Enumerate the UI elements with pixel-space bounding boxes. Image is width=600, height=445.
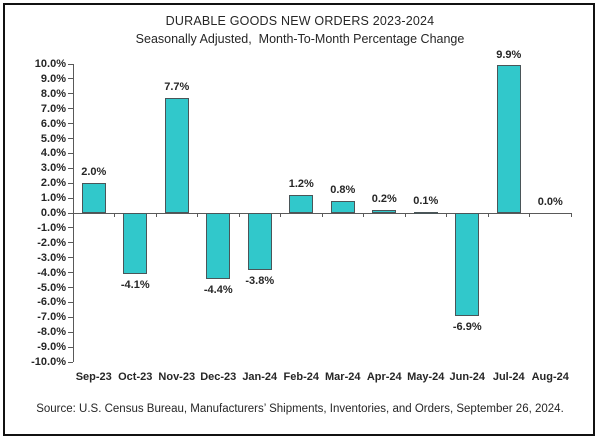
y-axis-tick <box>68 197 73 199</box>
y-axis-tick-label: 9.0% <box>40 72 66 85</box>
y-axis-tick <box>68 361 73 363</box>
x-axis-label: Dec-23 <box>200 371 237 383</box>
x-axis-label: Sep-23 <box>75 371 112 383</box>
y-axis-tick <box>68 257 73 259</box>
y-axis-tick-label: -4.0% <box>37 266 66 279</box>
y-axis-tick-label: -1.0% <box>37 221 66 234</box>
y-axis-tick-label: -10.0% <box>31 356 66 368</box>
y-axis-tick <box>68 331 73 333</box>
x-axis-tick <box>363 213 364 217</box>
y-axis-tick <box>68 272 73 274</box>
bar <box>455 213 480 316</box>
bar-value-label: -4.1% <box>120 279 150 292</box>
bar <box>372 210 397 213</box>
y-axis-tick <box>68 167 73 169</box>
x-axis-tick <box>446 213 447 217</box>
x-axis-label: May-24 <box>407 371 445 383</box>
y-axis-tick <box>68 108 73 110</box>
source-note: Source: U.S. Census Bureau, Manufacturer… <box>36 403 564 415</box>
bar-value-label: 1.2% <box>288 178 314 191</box>
bar <box>123 213 148 275</box>
x-axis-tick <box>280 213 281 217</box>
bar <box>496 65 521 213</box>
bar-value-label: 0.8% <box>330 184 356 197</box>
x-axis-tick <box>155 213 157 217</box>
y-axis-tick-label: 0.0% <box>40 207 66 219</box>
bar <box>330 201 355 213</box>
x-axis-tick <box>321 213 323 217</box>
y-axis-tick <box>68 301 73 303</box>
x-axis-label: Feb-24 <box>283 371 319 383</box>
y-axis-tick-label: 1.0% <box>40 192 66 205</box>
x-axis-tick <box>72 213 74 217</box>
chart-border <box>3 3 595 436</box>
y-axis-tick-label: -5.0% <box>37 281 66 294</box>
x-axis-label: Nov-23 <box>158 371 196 383</box>
y-axis-tick-label: 10.0% <box>34 58 66 70</box>
x-axis-tick <box>570 213 572 217</box>
x-axis-label: Oct-23 <box>118 371 153 383</box>
bar-value-label: -6.9% <box>452 320 482 333</box>
y-axis-tick-label: 8.0% <box>40 87 66 100</box>
bar-value-label: 7.7% <box>164 81 190 94</box>
x-axis-tick <box>238 213 240 217</box>
x-axis-tick <box>487 213 489 217</box>
y-axis-tick-label: -8.0% <box>37 326 66 339</box>
y-axis-tick <box>68 63 73 65</box>
x-axis-label: Mar-24 <box>325 371 361 383</box>
bar <box>247 213 272 270</box>
bar <box>81 183 106 213</box>
bar-value-label: 2.0% <box>81 166 107 179</box>
bar-value-label: 0.2% <box>371 193 397 206</box>
y-axis-tick <box>68 212 73 214</box>
y-axis-tick-label: 5.0% <box>40 132 66 145</box>
y-axis-tick <box>68 182 73 184</box>
x-axis-tick <box>529 213 530 217</box>
x-axis-tick <box>114 213 115 217</box>
bar-value-label: 0.0% <box>537 196 563 208</box>
y-axis-tick <box>68 78 73 80</box>
x-axis-label: Aug-24 <box>531 371 569 383</box>
bar <box>289 195 314 213</box>
y-axis-tick-label: -3.0% <box>37 251 66 264</box>
plot-area: 10.0% 9.0% 8.0% 7.0% 6.0% 5.0% 4.0% 3.0% 2.0% 1.0… <box>31 49 572 383</box>
y-axis-tick <box>68 242 73 244</box>
y-axis-tick-label: 7.0% <box>40 102 66 115</box>
y-axis-tick-label: 2.0% <box>40 177 66 190</box>
bar-value-label: 9.9% <box>496 48 522 61</box>
y-axis-tick <box>68 346 73 348</box>
bar-value-label: 0.1% <box>413 194 439 207</box>
chart-title: DURABLE GOODS NEW ORDERS 2023-2024 <box>165 14 435 28</box>
x-axis-label: Apr-24 <box>366 371 402 383</box>
y-axis-tick-label: -2.0% <box>37 236 66 249</box>
x-axis-label: Jul-24 <box>492 371 525 383</box>
y-axis-tick-label: 3.0% <box>40 162 66 175</box>
y-axis-tick <box>68 287 73 288</box>
x-axis-tick <box>197 213 198 217</box>
y-axis-tick-label: -6.0% <box>37 296 66 309</box>
y-axis-tick <box>68 138 73 139</box>
y-axis-tick <box>68 316 73 318</box>
y-axis-tick-label: -7.0% <box>37 311 66 324</box>
y-axis-tick <box>68 93 73 95</box>
x-axis-label: Jun-24 <box>449 371 485 383</box>
x-axis-tick <box>404 213 406 217</box>
bar <box>413 211 438 214</box>
y-axis-tick-label: 6.0% <box>40 117 66 130</box>
bar-value-label: -4.4% <box>203 283 233 296</box>
x-axis-label: Jan-24 <box>242 371 278 383</box>
y-axis-tick-label: -9.0% <box>37 341 66 354</box>
x-axis-line <box>73 212 572 214</box>
bar <box>164 98 189 213</box>
chart-subtitle: Seasonally Adjusted, Month-To-Month Perc… <box>135 32 465 46</box>
y-axis-tick <box>68 227 73 229</box>
y-axis-tick-label: 4.0% <box>40 147 66 160</box>
bar <box>206 213 231 279</box>
bar-value-label: -3.8% <box>245 274 275 287</box>
y-axis-tick <box>68 123 73 125</box>
y-axis-tick <box>68 152 73 154</box>
